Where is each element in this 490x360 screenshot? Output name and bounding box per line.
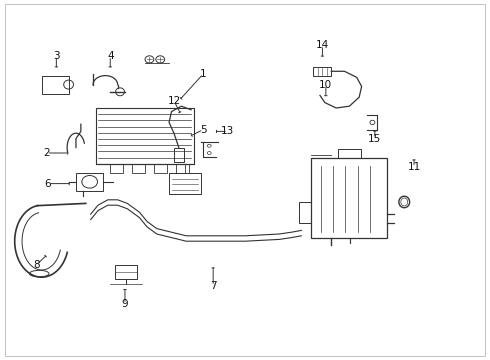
Text: 10: 10 [319,80,332,90]
Bar [313,67,331,76]
Text: 13: 13 [221,126,235,136]
Bar [176,164,189,173]
Bar [110,164,122,173]
Text: 6: 6 [45,179,51,189]
Bar [96,108,194,164]
Bar [338,149,361,158]
Text: 15: 15 [368,134,382,144]
Bar [132,164,145,173]
Bar [76,173,103,191]
Text: 14: 14 [316,40,329,50]
Text: 11: 11 [407,162,421,172]
Text: 7: 7 [210,281,217,291]
Text: 3: 3 [53,51,60,61]
Text: 4: 4 [107,51,114,61]
Bar [42,76,69,94]
Text: 5: 5 [200,125,207,135]
Bar [174,148,184,162]
Bar [311,158,387,238]
Text: 1: 1 [200,69,207,79]
Text: 12: 12 [167,96,181,106]
Text: 8: 8 [33,260,40,270]
Text: 2: 2 [43,148,50,158]
Bar [299,202,311,223]
Bar [169,173,201,194]
Text: 9: 9 [122,299,128,309]
Bar [115,265,137,279]
Bar [154,164,167,173]
